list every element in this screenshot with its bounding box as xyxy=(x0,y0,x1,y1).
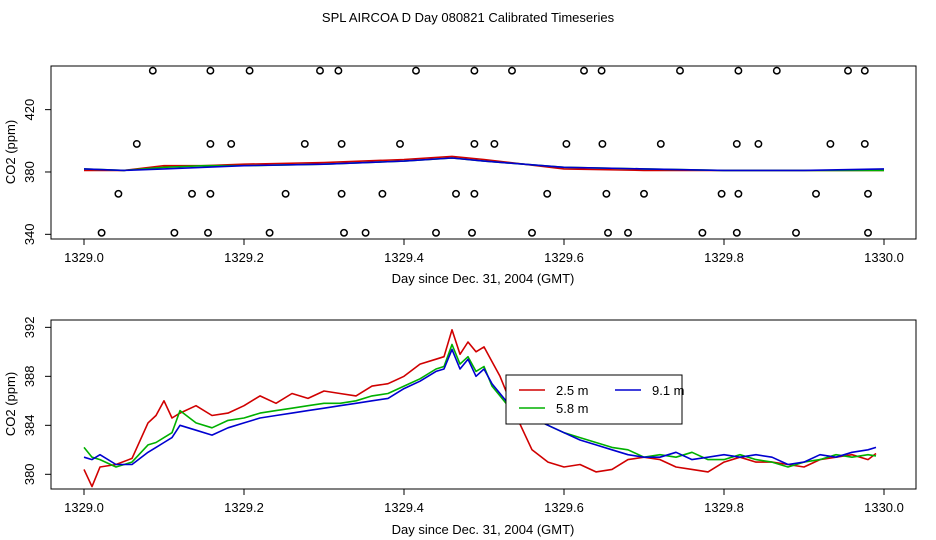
scatter-point xyxy=(826,139,835,148)
scatter-point xyxy=(792,228,800,237)
scatter-point xyxy=(604,228,612,237)
bottom-series-line-91m xyxy=(83,348,877,466)
scatter-point xyxy=(732,228,741,237)
scatter-point xyxy=(337,189,346,198)
figure-title: SPL AIRCOA D Day 080821 Calibrated Times… xyxy=(322,10,615,25)
top-series-line-25m xyxy=(84,155,884,172)
scatter-point xyxy=(281,189,290,198)
bottom-y-axis-label: CO2 (ppm) xyxy=(3,372,18,436)
scatter-point xyxy=(114,189,123,198)
top-panel: 1329.0 1329.2 1329.4 1329.6 1329.8 1330.0 340… xyxy=(3,65,917,286)
scatter-point xyxy=(334,66,343,75)
scatter-point xyxy=(188,189,196,198)
top-x-tick-label: 1329.2 xyxy=(224,250,264,265)
legend: 2.5 m 5.8 m 9.1 m xyxy=(505,374,685,425)
bottom-x-tick-label: 1329.4 xyxy=(384,500,424,515)
scatter-point xyxy=(265,228,274,237)
top-x-tick-label: 1329.0 xyxy=(64,250,104,265)
legend-label-25m: 2.5 m xyxy=(556,383,589,398)
top-y-tick-label: 380 xyxy=(22,161,37,183)
bottom-x-tick-label: 1329.6 xyxy=(544,500,584,515)
scatter-point xyxy=(97,228,106,237)
top-x-tick-label: 1330.0 xyxy=(864,250,904,265)
scatter-point xyxy=(452,189,460,198)
scatter-point xyxy=(860,66,869,75)
top-y-tick-label: 340 xyxy=(22,223,37,245)
scatter-point xyxy=(860,139,869,148)
scatter-point xyxy=(812,189,820,198)
scatter-point xyxy=(656,139,665,148)
scatter-point xyxy=(316,66,324,75)
scatter-point xyxy=(508,66,516,75)
scatter-point xyxy=(754,139,763,148)
scatter-point xyxy=(206,189,215,198)
scatter-point xyxy=(337,139,346,148)
scatter-point xyxy=(300,139,309,148)
scatter-point xyxy=(470,66,479,75)
scatter-point xyxy=(640,189,648,198)
scatter-point xyxy=(470,139,479,148)
scatter-point xyxy=(864,189,872,198)
scatter-point xyxy=(490,139,499,148)
bottom-panel: 1329.0 1329.2 1329.4 1329.6 1329.8 1330.0 380… xyxy=(3,316,917,537)
bottom-y-tick-label: 384 xyxy=(22,414,37,436)
scatter-point xyxy=(361,228,370,237)
bottom-series-line-25m xyxy=(83,328,877,488)
scatter-point xyxy=(396,139,404,148)
bottom-x-axis-label: Day since Dec. 31, 2004 (GMT) xyxy=(392,522,575,537)
scatter-point xyxy=(732,139,741,148)
scatter-point xyxy=(543,189,552,198)
scatter-point xyxy=(717,189,726,198)
scatter-point xyxy=(227,139,236,148)
scatter-point xyxy=(470,189,479,198)
scatter-point xyxy=(772,66,781,75)
top-series-line-91m xyxy=(83,157,885,172)
scatter-point xyxy=(245,66,254,75)
scatter-point xyxy=(698,228,707,237)
bottom-x-tick-label: 1329.2 xyxy=(224,500,264,515)
bottom-y-tick-label: 388 xyxy=(22,365,37,387)
scatter-point xyxy=(148,66,157,75)
bottom-series-line-58m xyxy=(83,343,877,468)
top-x-axis-label: Day since Dec. 31, 2004 (GMT) xyxy=(392,271,575,286)
scatter-point xyxy=(602,189,611,198)
scatter-point xyxy=(206,139,215,148)
top-plot-frame xyxy=(50,65,917,240)
scatter-point xyxy=(412,66,420,75)
top-x-tick-label: 1329.8 xyxy=(704,250,744,265)
bottom-y-tick-label: 380 xyxy=(22,463,37,485)
top-x-tick-label: 1329.6 xyxy=(544,250,584,265)
scatter-point xyxy=(734,66,743,75)
bottom-x-tick-label: 1329.0 xyxy=(64,500,104,515)
scatter-point xyxy=(340,228,348,237)
scatter-point xyxy=(597,66,606,75)
scatter-point xyxy=(528,228,536,237)
scatter-point xyxy=(132,139,141,148)
bottom-plot-frame xyxy=(50,319,917,490)
legend-label-91m: 9.1 m xyxy=(652,383,685,398)
scatter-point xyxy=(378,189,387,198)
top-y-axis-label: CO2 (ppm) xyxy=(3,120,18,184)
scatter-point xyxy=(734,189,743,198)
scatter-point xyxy=(598,139,607,148)
scatter-point xyxy=(206,66,215,75)
bottom-y-tick-label: 392 xyxy=(22,316,37,338)
scatter-point xyxy=(624,228,632,237)
top-y-tick-label: 420 xyxy=(22,99,37,121)
scatter-point xyxy=(864,228,872,237)
scatter-point xyxy=(432,228,440,237)
top-x-tick-label: 1329.4 xyxy=(384,250,424,265)
bottom-x-tick-label: 1330.0 xyxy=(864,500,904,515)
scatter-point xyxy=(170,228,179,237)
bottom-x-tick-label: 1329.8 xyxy=(704,500,744,515)
scatter-point xyxy=(468,228,476,237)
scatter-point xyxy=(204,228,212,237)
legend-label-58m: 5.8 m xyxy=(556,401,589,416)
scatter-point xyxy=(580,66,588,75)
scatter-point xyxy=(562,139,571,148)
scatter-point xyxy=(676,66,684,75)
legend-box xyxy=(505,374,683,425)
scatter-point xyxy=(844,66,852,75)
